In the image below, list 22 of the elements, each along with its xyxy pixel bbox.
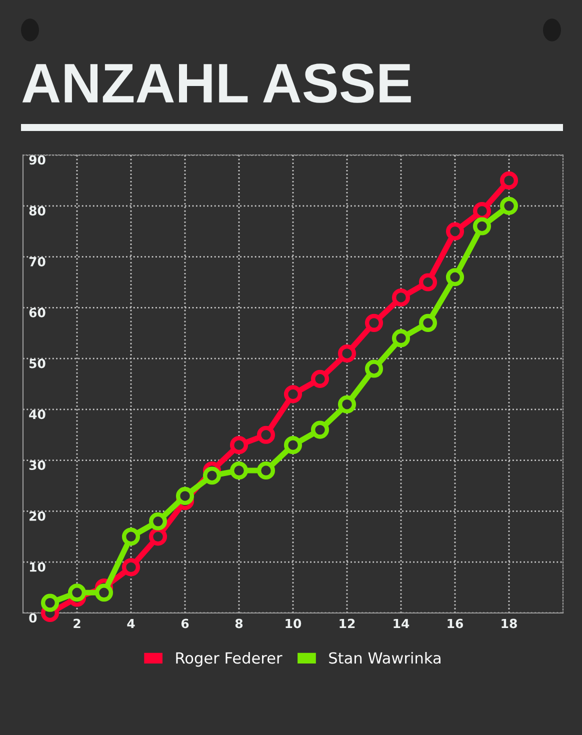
y-tick-label: 50: [30, 358, 46, 368]
y-tick-label: 60: [29, 308, 46, 318]
x-tick-label: 16: [448, 618, 464, 628]
x-tick-label: 6: [181, 618, 189, 628]
y-tick-label: 20: [30, 511, 46, 521]
y-tick-label: 10: [30, 562, 46, 572]
x-tick-label: 2: [74, 618, 80, 628]
y-tick-label: 80: [29, 206, 46, 216]
x-tick-label: 4: [127, 618, 135, 628]
y-tick-label: 0: [29, 613, 37, 623]
x-tick-label: 8: [235, 618, 243, 628]
legend-label: Roger Federer: [176, 652, 282, 667]
chart-title: ANZAHL ASSE: [22, 64, 411, 103]
y-tick-label: 30: [29, 460, 46, 470]
x-tick-label: 14: [394, 618, 410, 628]
x-tick-label: 10: [286, 618, 302, 628]
x-tick-label: 12: [340, 618, 355, 628]
y-tick-label: 70: [29, 257, 46, 266]
y-tick-label: 90: [29, 155, 46, 165]
x-tick-label: 18: [502, 618, 517, 628]
legend-label: Stan Wawrinka: [329, 652, 440, 664]
y-tick-label: 40: [29, 410, 46, 420]
